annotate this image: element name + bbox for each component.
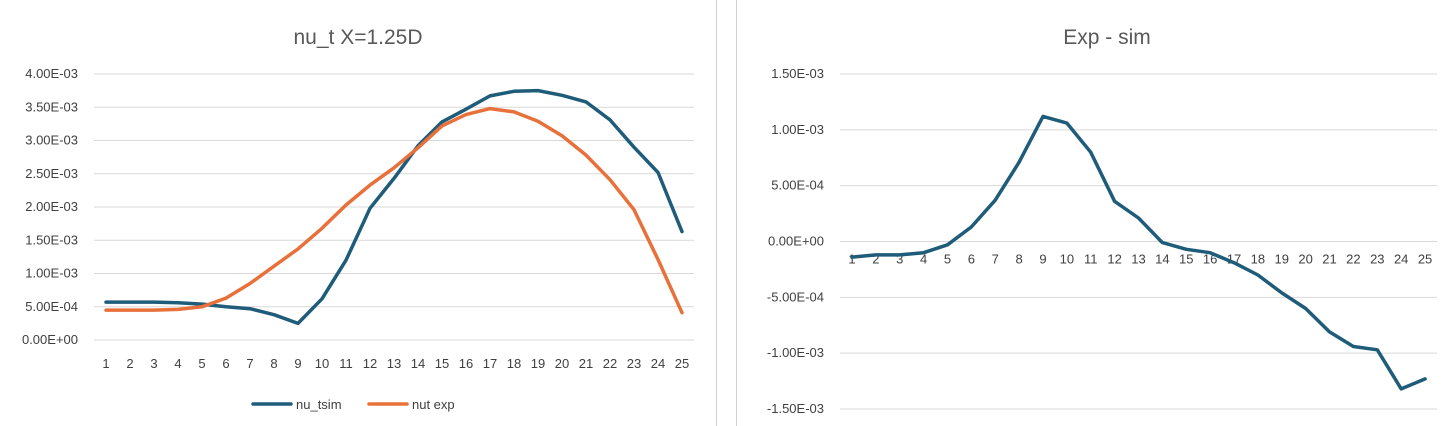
x-tick-label: 18 bbox=[507, 356, 521, 371]
series-line-nut-exp bbox=[104, 106, 684, 315]
y-tick-label: 0.00E+00 bbox=[22, 332, 78, 347]
y-tick-label: 1.00E-03 bbox=[771, 122, 824, 137]
y-tick-label: 1.50E-03 bbox=[25, 232, 78, 247]
x-tick-label: 10 bbox=[315, 356, 329, 371]
x-tick-label: 5 bbox=[944, 252, 951, 267]
y-tick-label: 2.00E-03 bbox=[25, 199, 78, 214]
x-tick-label: 20 bbox=[555, 356, 569, 371]
x-tick-label: 9 bbox=[294, 356, 301, 371]
y-tick-label: 0.00E+00 bbox=[768, 234, 824, 249]
y-tick-label: 1.00E-03 bbox=[25, 266, 78, 281]
y-tick-label: 4.00E-03 bbox=[25, 66, 78, 81]
x-tick-label: 25 bbox=[1418, 252, 1432, 267]
x-tick-label: 22 bbox=[1346, 252, 1360, 267]
y-tick-label: -5.00E-04 bbox=[767, 289, 824, 304]
x-tick-label: 3 bbox=[896, 252, 903, 267]
y-tick-label: 3.00E-03 bbox=[25, 133, 78, 148]
x-tick-label: 9 bbox=[1039, 252, 1046, 267]
x-tick-label: 11 bbox=[339, 356, 353, 371]
x-tick-label: 4 bbox=[920, 252, 927, 267]
legend-label: nut exp bbox=[412, 397, 455, 412]
chart-title: nu_t X=1.25D bbox=[293, 26, 422, 49]
x-tick-label: 19 bbox=[1275, 252, 1289, 267]
x-tick-label: 23 bbox=[1370, 252, 1384, 267]
x-tick-label: 22 bbox=[603, 356, 617, 371]
x-tick-label: 7 bbox=[246, 356, 253, 371]
x-tick-label: 21 bbox=[579, 356, 593, 371]
x-tick-label: 13 bbox=[387, 356, 401, 371]
x-tick-label: 3 bbox=[150, 356, 157, 371]
x-tick-label: 6 bbox=[222, 356, 229, 371]
x-tick-label: 25 bbox=[675, 356, 689, 371]
x-tick-label: 24 bbox=[1394, 252, 1408, 267]
x-tick-label: 8 bbox=[270, 356, 277, 371]
y-tick-label: 5.00E-04 bbox=[771, 178, 824, 193]
x-tick-label: 5 bbox=[198, 356, 205, 371]
chart-title: Exp - sim bbox=[1063, 26, 1151, 49]
x-tick-label: 1 bbox=[848, 252, 855, 267]
x-tick-label: 4 bbox=[174, 356, 181, 371]
chart-panel-left: nu_t X=1.25D 0.00E+00 5.00E-04 1.00E-03 1.50… bbox=[0, 0, 717, 426]
x-tick-label: 16 bbox=[459, 356, 473, 371]
x-tick-label: 15 bbox=[1179, 252, 1193, 267]
x-tick-label: 19 bbox=[531, 356, 545, 371]
x-tick-label: 17 bbox=[483, 356, 497, 371]
series-line-difference bbox=[850, 114, 1427, 391]
y-tick-label: 5.00E-04 bbox=[25, 299, 78, 314]
x-tick-label: 14 bbox=[1155, 252, 1169, 267]
x-tick-label: 12 bbox=[1107, 252, 1121, 267]
y-tick-label: -1.00E-03 bbox=[767, 345, 824, 360]
x-tick-label: 15 bbox=[435, 356, 449, 371]
x-tick-label: 18 bbox=[1251, 252, 1265, 267]
x-tick-label: 23 bbox=[627, 356, 641, 371]
x-tick-label: 7 bbox=[992, 252, 999, 267]
x-tick-label: 21 bbox=[1322, 252, 1336, 267]
legend-label: nu_tsim bbox=[296, 397, 342, 412]
y-tick-label: 2.50E-03 bbox=[25, 166, 78, 181]
x-tick-label: 11 bbox=[1084, 252, 1098, 267]
x-tick-label: 12 bbox=[363, 356, 377, 371]
y-tick-label: -1.50E-03 bbox=[767, 401, 824, 416]
y-tick-label: 3.50E-03 bbox=[25, 99, 78, 114]
x-tick-label: 14 bbox=[411, 356, 425, 371]
x-tick-label: 6 bbox=[968, 252, 975, 267]
exp-sim-line-chart: Exp - sim -1.50E-03 -1.00E-03 -5.00E-04 0.00… bbox=[767, 26, 1437, 416]
x-tick-label: 2 bbox=[126, 356, 133, 371]
x-tick-label: 1 bbox=[102, 356, 109, 371]
nu-t-line-chart: nu_t X=1.25D 0.00E+00 5.00E-04 1.00E-03 1.50… bbox=[22, 26, 694, 412]
x-tick-label: 10 bbox=[1060, 252, 1074, 267]
x-tick-label: 20 bbox=[1298, 252, 1312, 267]
series-line-nu-tsim bbox=[104, 88, 684, 326]
chart-panel-right: Exp - sim -1.50E-03 -1.00E-03 -5.00E-04 0.00… bbox=[736, 0, 1450, 426]
x-tick-label: 2 bbox=[872, 252, 879, 267]
x-tick-label: 8 bbox=[1015, 252, 1022, 267]
x-tick-label: 13 bbox=[1131, 252, 1145, 267]
y-tick-label: 1.50E-03 bbox=[771, 66, 824, 81]
x-tick-label: 24 bbox=[651, 356, 665, 371]
